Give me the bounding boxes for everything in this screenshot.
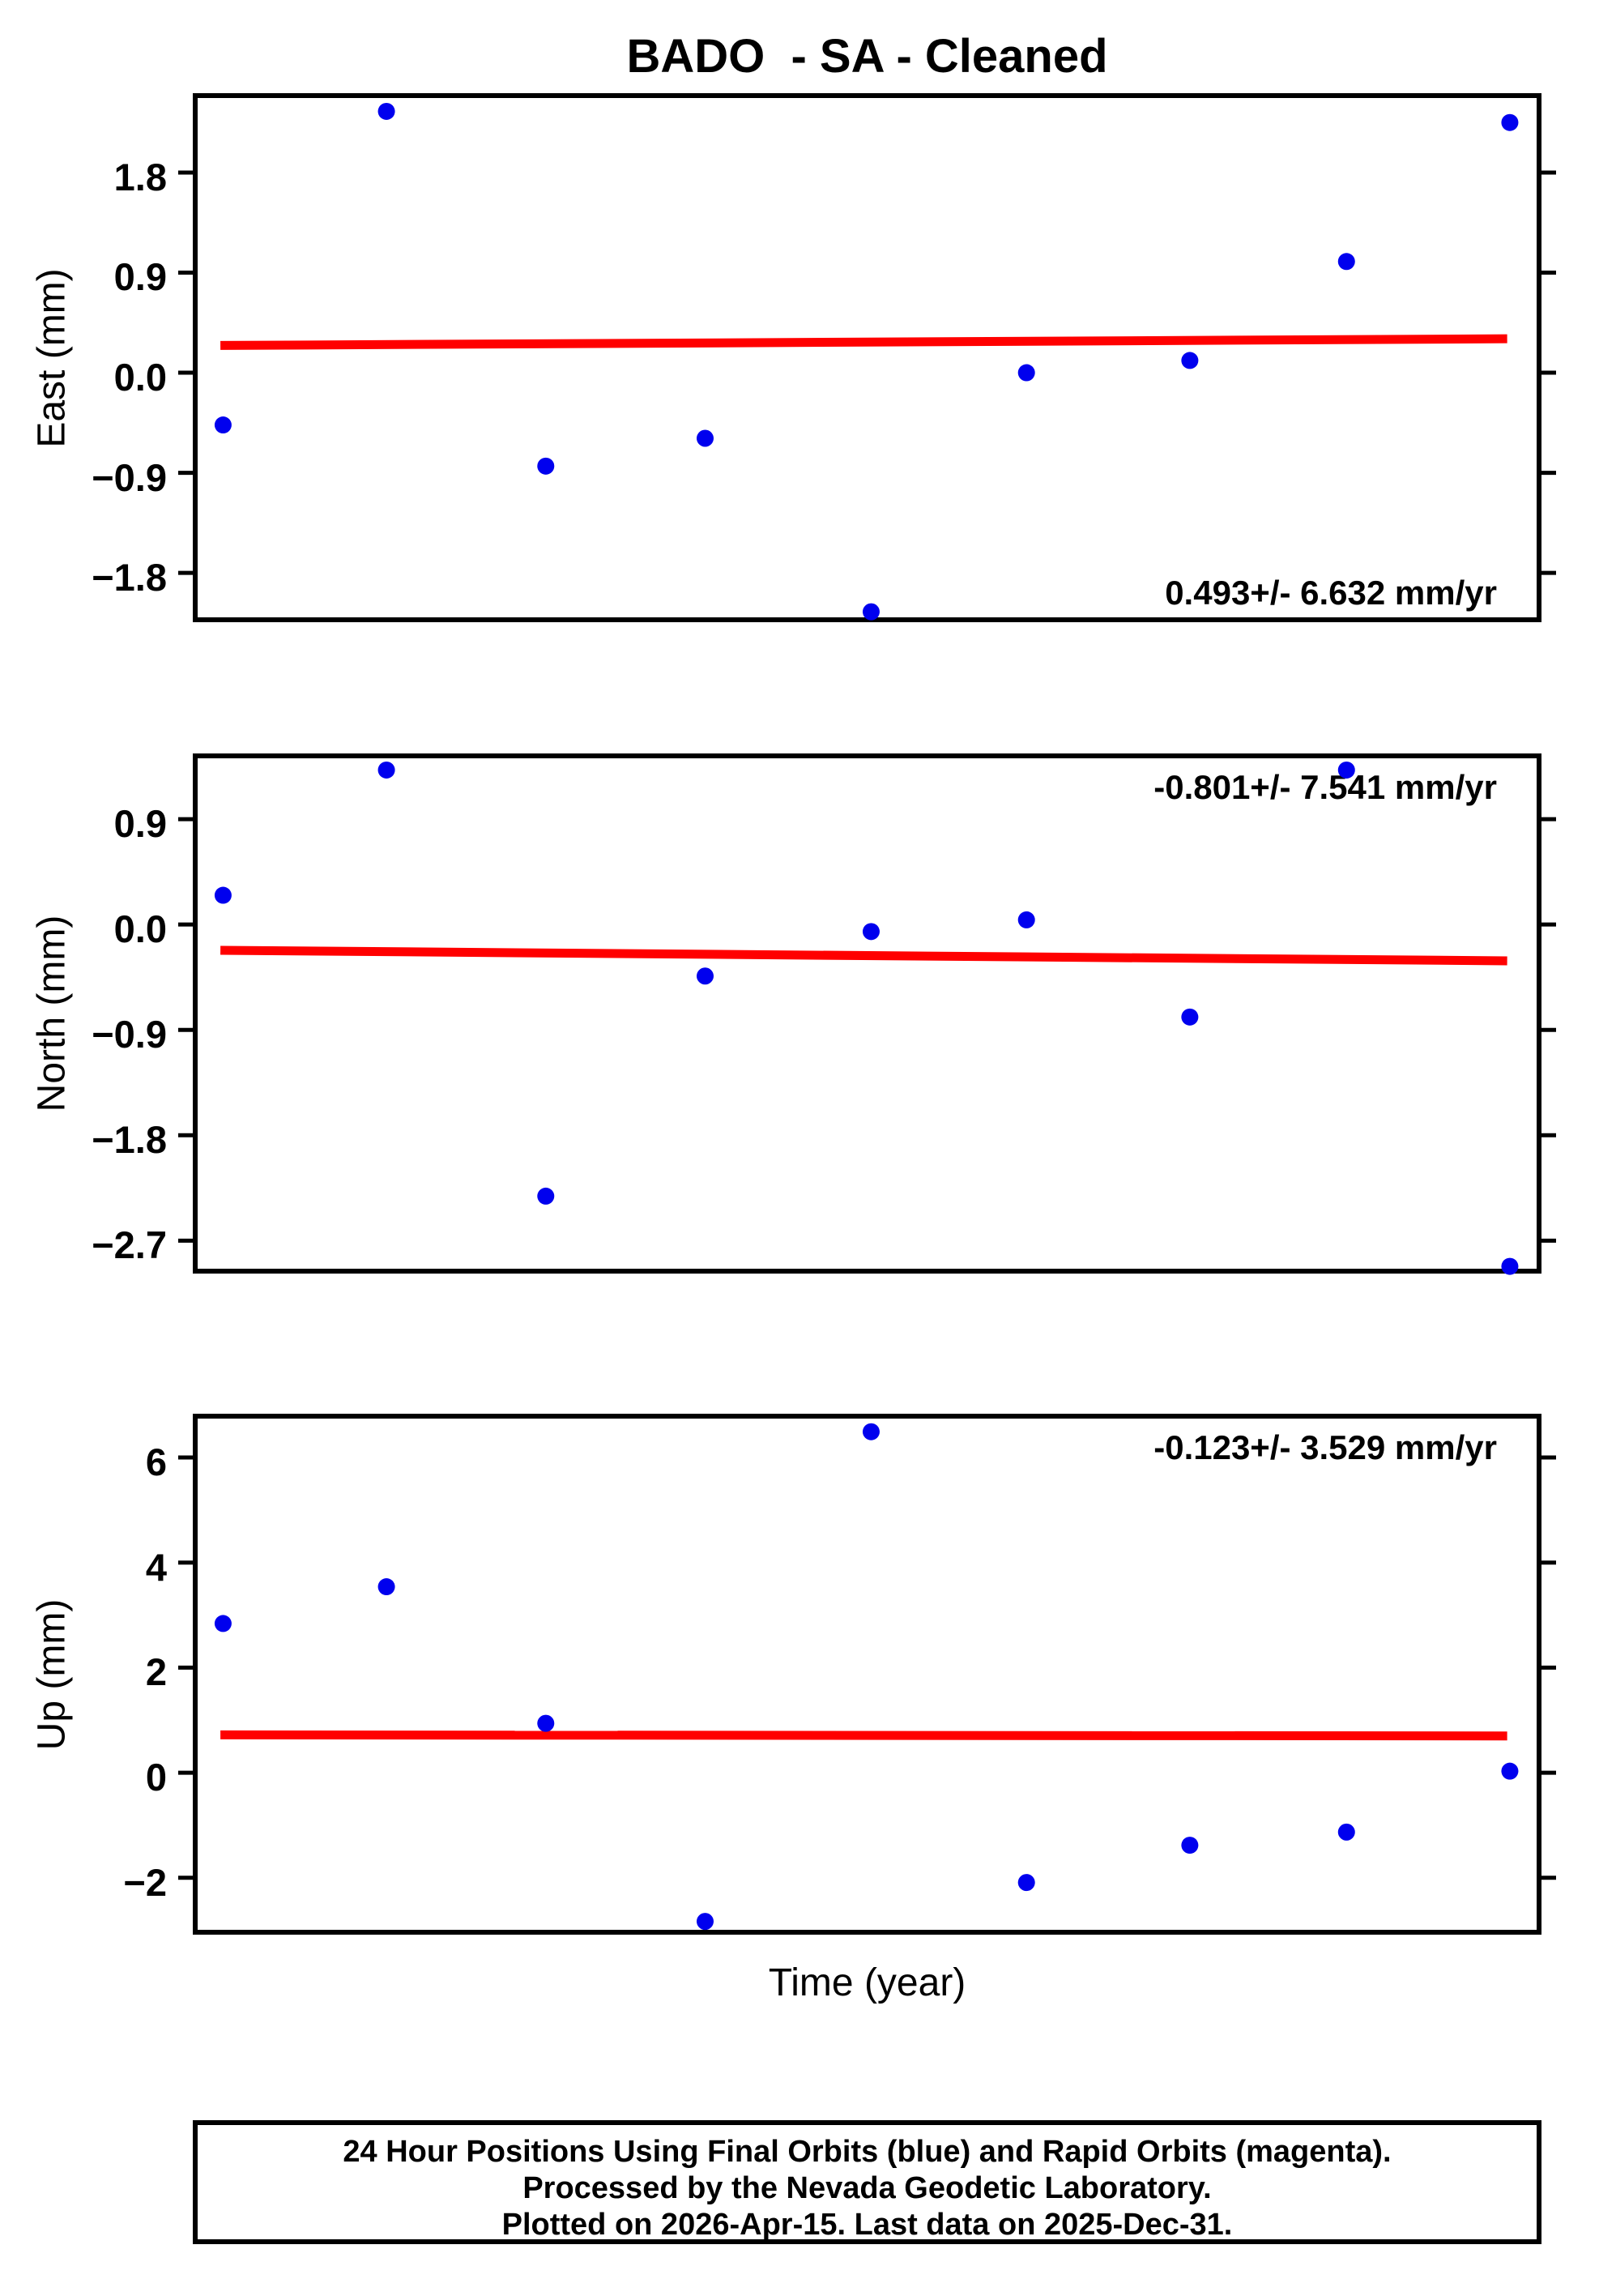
- up-subplot: Up (mm) -0.123+/- 3.529 mm/yr 6 4 2 0 −2: [31, 1414, 1556, 1935]
- data-point: [696, 429, 714, 447]
- y-tick-label: −0.9: [92, 1013, 167, 1056]
- footer-line-1: 24 Hour Positions Using Final Orbits (bl…: [343, 2135, 1392, 2169]
- data-point: [1337, 253, 1355, 271]
- y-tick-label: 1.8: [113, 155, 167, 198]
- y-tick-label: 0.0: [113, 356, 167, 399]
- data-point: [214, 1615, 232, 1632]
- data-point: [1017, 364, 1035, 382]
- data-point: [1501, 1762, 1519, 1780]
- data-point: [1501, 113, 1519, 131]
- up-scatter-canvas: [178, 1423, 1556, 1931]
- y-tick-label: 0: [145, 1756, 167, 1799]
- data-point: [862, 923, 880, 941]
- east-rate-annotation: 0.493+/- 6.632 mm/yr: [1165, 574, 1497, 612]
- east-scatter-canvas: [178, 102, 1556, 621]
- data-point: [1017, 911, 1035, 928]
- y-tick-label: 0.0: [113, 907, 167, 951]
- data-point: [696, 967, 714, 985]
- footer-line-3: Plotted on 2026-Apr-15. Last data on 202…: [501, 2208, 1233, 2242]
- data-point: [214, 886, 232, 904]
- data-point: [537, 457, 555, 475]
- east-axis-label: East (mm): [30, 267, 74, 448]
- data-point: [1181, 352, 1199, 369]
- east-subplot: East (mm) 0.493+/- 6.632 mm/yr 1.8 0.9 0.0…: [31, 93, 1556, 622]
- data-point: [696, 1913, 714, 1931]
- chart-title: BADO - SA - Cleaned: [626, 30, 1108, 83]
- y-tick-label: 0.9: [113, 255, 167, 299]
- footer-line-2: Processed by the Nevada Geodetic Laborat…: [522, 2171, 1212, 2205]
- y-tick-label: 2: [145, 1650, 167, 1694]
- footer-box: 24 Hour Positions Using Final Orbits (bl…: [193, 2120, 1541, 2244]
- data-point: [862, 1423, 880, 1440]
- y-tick-label: −2: [123, 1860, 167, 1904]
- trend-line: [220, 945, 1507, 966]
- y-tick-label: −1.8: [92, 1118, 167, 1162]
- north-rate-annotation: -0.801+/- 7.541 mm/yr: [1153, 768, 1497, 806]
- data-point: [1017, 1874, 1035, 1892]
- north-scatter-canvas: [178, 761, 1556, 1275]
- y-tick-label: 6: [145, 1440, 167, 1483]
- data-point: [214, 416, 232, 434]
- y-tick-label: −1.8: [92, 556, 167, 600]
- north-subplot: North (mm) -0.801+/- 7.541 mm/yr 0.9 0.0 −…: [31, 753, 1556, 1275]
- data-point: [377, 1578, 395, 1596]
- trend-line: [220, 334, 1507, 350]
- data-point: [1337, 761, 1355, 779]
- data-point: [537, 1714, 555, 1732]
- footer-text: 24 Hour Positions Using Final Orbits (bl…: [198, 2125, 1537, 2243]
- data-point: [377, 761, 395, 779]
- data-point: [537, 1187, 555, 1205]
- data-point: [1501, 1257, 1519, 1275]
- up-axis-label: Up (mm): [30, 1598, 74, 1750]
- y-tick-label: −2.7: [92, 1223, 167, 1267]
- y-tick-label: 0.9: [113, 802, 167, 846]
- data-point: [862, 603, 880, 621]
- y-tick-label: 4: [145, 1545, 167, 1589]
- data-point: [1337, 1823, 1355, 1841]
- data-point: [1181, 1837, 1199, 1854]
- data-point: [1181, 1008, 1199, 1026]
- up-rate-annotation: -0.123+/- 3.529 mm/yr: [1153, 1428, 1497, 1466]
- time-axis-label: Time (year): [768, 1961, 966, 2004]
- data-point: [377, 102, 395, 120]
- north-axis-label: North (mm): [30, 915, 74, 1112]
- y-tick-label: −0.9: [92, 455, 167, 499]
